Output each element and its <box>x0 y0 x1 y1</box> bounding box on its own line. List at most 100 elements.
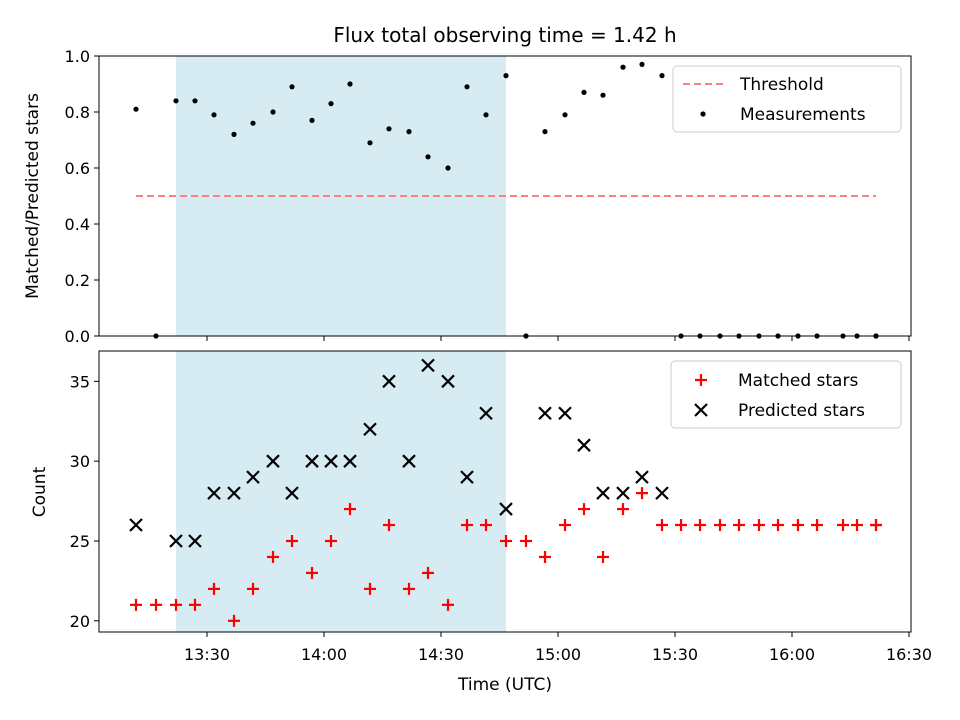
x-tick-label: 14:30 <box>418 645 464 664</box>
matched-star-point <box>539 550 551 563</box>
x-tick-label: 15:30 <box>652 645 698 664</box>
measurement-point <box>542 129 548 135</box>
predicted-star-point <box>460 470 474 484</box>
measurement-point <box>133 106 139 112</box>
matched-star-point <box>851 519 863 532</box>
bottom-y-tick-label: 30 <box>70 452 90 471</box>
bottom-y-tick-label: 35 <box>70 372 90 391</box>
measurement-point <box>367 140 373 146</box>
x-axis-label: Time (UTC) <box>457 675 552 695</box>
matched-star-point <box>325 534 337 547</box>
predicted-star-point <box>129 518 143 532</box>
matched-star-point <box>520 534 532 547</box>
matched-star-point <box>189 598 201 611</box>
predicted-star-point <box>596 486 610 500</box>
measurement-point <box>192 98 198 104</box>
top-y-axis-label: Matched/Predicted stars <box>23 93 43 299</box>
matched-star-point <box>597 550 609 563</box>
top-legend-box <box>672 65 902 133</box>
matched-star-point <box>267 550 279 563</box>
x-tick-label: 16:00 <box>769 645 815 664</box>
top-legend: Threshold Measurements <box>672 65 902 133</box>
predicted-star-point <box>382 374 396 389</box>
measurement-point <box>386 126 392 132</box>
matched-star-point <box>811 519 823 532</box>
legend-predicted-label: Predicted stars <box>738 401 865 421</box>
legend-measurements-swatch <box>700 111 706 117</box>
measurement-point <box>173 98 179 104</box>
top-y-tick-label: 0.8 <box>65 103 90 122</box>
matched-star-point <box>150 598 162 611</box>
bottom-y-tick-label: 25 <box>70 532 90 551</box>
matched-star-point <box>792 519 804 532</box>
predicted-star-point <box>305 454 319 468</box>
matched-star-point <box>772 519 784 532</box>
matched-star-point <box>733 519 745 532</box>
predicted-star-point <box>538 406 552 421</box>
matched-star-point <box>208 582 220 595</box>
chart-title: Flux total observing time = 1.42 h <box>333 23 676 47</box>
matched-star-point <box>442 598 454 611</box>
legend-predicted-swatch <box>694 403 708 417</box>
matched-star-point <box>403 582 415 595</box>
measurement-point <box>581 89 587 95</box>
measurement-point <box>425 154 431 160</box>
flux-ratio-panel: Flux total observing time = 1.42 h 0.0 0.… <box>23 23 912 346</box>
matched-star-point <box>461 519 473 532</box>
matched-star-point <box>753 519 765 532</box>
matched-star-point <box>500 534 512 547</box>
matched-star-point <box>559 519 571 532</box>
predicted-star-point <box>324 454 338 468</box>
legend-matched-label: Matched stars <box>738 371 858 391</box>
legend-measurements-label: Measurements <box>740 105 866 125</box>
matched-star-point <box>228 614 240 627</box>
observing-window-span <box>176 351 506 632</box>
legend-matched-swatch <box>695 374 707 386</box>
x-tick-label: 13:30 <box>184 645 230 664</box>
legend-threshold-label: Threshold <box>739 75 824 95</box>
top-axes-frame <box>98 55 912 337</box>
top-y-tick-label: 0.4 <box>65 215 90 234</box>
matched-star-point <box>286 534 298 547</box>
matched-star-point <box>636 487 648 500</box>
predicted-star-point <box>169 534 183 548</box>
measurement-point <box>639 61 645 67</box>
measurement-point <box>289 84 295 90</box>
measurement-point <box>483 112 489 118</box>
matched-star-point <box>130 598 142 611</box>
predicted-star-point <box>207 486 221 500</box>
bottom-y-axis-label: Count <box>30 466 50 517</box>
predicted-star-point <box>616 486 630 500</box>
predicted-star-point <box>266 454 280 468</box>
predicted-star-point <box>246 470 260 484</box>
predicted-star-point <box>577 438 591 452</box>
bottom-legend-box <box>670 360 902 429</box>
star-count-panel: 20 25 30 35 13:30 14:00 14:30 15:00 15:30 16:00 1… <box>30 350 932 695</box>
matched-star-point <box>694 519 706 532</box>
matched-star-point <box>383 519 395 532</box>
predicted-star-point <box>499 502 513 516</box>
measurement-point <box>328 101 334 107</box>
measurement-point <box>600 92 606 98</box>
measurement-point <box>270 109 276 115</box>
predicted-star-point <box>655 486 669 500</box>
measurement-point <box>464 84 470 90</box>
matched-star-point <box>617 503 629 516</box>
top-y-tick-label: 0.2 <box>65 271 90 290</box>
matched-star-point <box>714 519 726 532</box>
top-y-tick-label: 1.0 <box>65 47 90 66</box>
bottom-axes-frame <box>98 350 912 633</box>
measurement-point <box>503 73 509 79</box>
predicted-star-point <box>635 470 649 484</box>
predicted-star-point <box>421 358 435 373</box>
matched-star-point <box>870 519 882 532</box>
predicted-star-point <box>402 454 416 468</box>
measurement-point <box>231 131 237 137</box>
x-tick-label: 14:00 <box>301 645 347 664</box>
predicted-star-point <box>363 422 377 437</box>
measurement-point <box>620 64 626 70</box>
predicted-star-point <box>343 454 357 468</box>
measurement-point <box>562 112 568 118</box>
predicted-star-point <box>227 486 241 500</box>
